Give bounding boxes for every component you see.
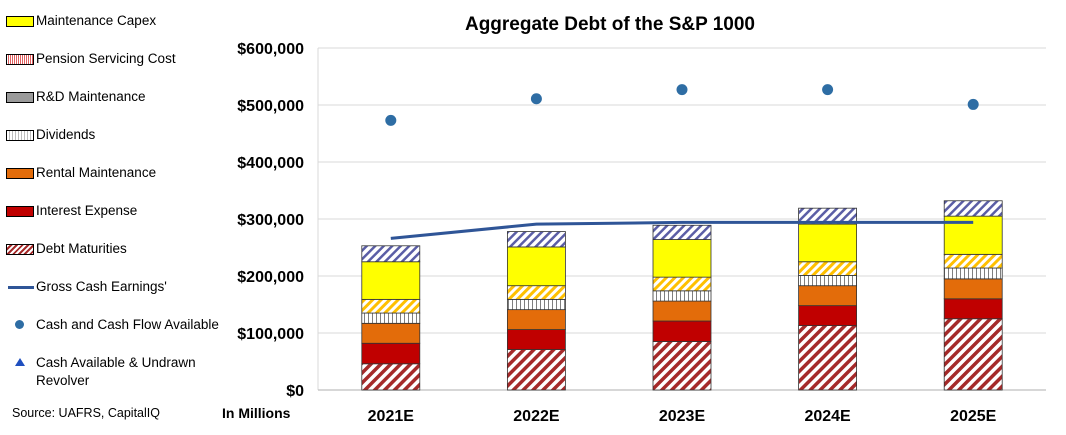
y-tick-label: $100,000 bbox=[237, 326, 304, 343]
legend-item-maintenance-capex: Maintenance Capex bbox=[4, 12, 234, 50]
bar-segment-maintenance-capex bbox=[361, 261, 421, 300]
bar-segment-r-d-maintenance bbox=[798, 207, 857, 225]
bar-segment-r-d-maintenance bbox=[943, 200, 1003, 217]
legend-swatch-pension bbox=[6, 54, 34, 65]
legend-item-gross-cash-earnings: Gross Cash Earnings' bbox=[4, 278, 234, 316]
chart-legend: Maintenance Capex Pension Servicing Cost… bbox=[4, 12, 234, 392]
legend-swatch-interest bbox=[6, 206, 34, 217]
legend-label: Rental Maintenance bbox=[36, 165, 157, 180]
bar-segment-rental-maintenance bbox=[652, 300, 712, 322]
x-tick-label: 2021E bbox=[368, 408, 415, 425]
legend-swatch-rental bbox=[6, 168, 34, 179]
legend-item-rental-maintenance: Rental Maintenance bbox=[4, 164, 234, 202]
legend-label: R&D Maintenance bbox=[36, 89, 146, 104]
bar-segment-maintenance-capex bbox=[652, 239, 712, 278]
source-note: Source: UAFRS, CapitalIQ bbox=[12, 406, 160, 420]
x-tick-label: 2024E bbox=[804, 408, 851, 425]
legend-triangle-swatch bbox=[15, 358, 25, 366]
bar-segment-interest-expense bbox=[798, 305, 857, 326]
cash-flow-available-point bbox=[822, 84, 834, 96]
bar-segment-r-d-maintenance bbox=[506, 231, 566, 248]
y-tick-label: $400,000 bbox=[237, 155, 304, 172]
bar-segment-rental-maintenance bbox=[943, 278, 1003, 300]
chart-title: Aggregate Debt of the S&P 1000 bbox=[464, 14, 755, 35]
legend-item-pension-servicing-cost: Pension Servicing Cost bbox=[4, 50, 234, 88]
bar-segment-maintenance-capex bbox=[798, 223, 857, 263]
bar-segment-interest-expense bbox=[506, 329, 566, 350]
bar-segment-pension-servicing-cost bbox=[652, 276, 712, 292]
bar-segment-debt-maturities bbox=[361, 363, 421, 391]
bar-segment-interest-expense bbox=[361, 342, 421, 365]
legend-swatch-maintenance-capex bbox=[6, 16, 34, 27]
bar-segment-maintenance-capex bbox=[506, 246, 566, 287]
bar-segment-pension-servicing-cost bbox=[943, 253, 1003, 269]
legend-item-debt-maturities: Debt Maturities bbox=[4, 240, 234, 278]
bar-segment-debt-maturities bbox=[798, 325, 857, 391]
bar-segment-r-d-maintenance bbox=[652, 224, 712, 240]
bar-segment-interest-expense bbox=[652, 320, 712, 342]
legend-label: Debt Maturities bbox=[36, 241, 127, 256]
y-tick-label: $600,000 bbox=[237, 41, 304, 58]
bar-segment-debt-maturities bbox=[652, 341, 712, 391]
y-tick-label: $500,000 bbox=[237, 98, 304, 115]
bar-segment-rental-maintenance bbox=[361, 322, 421, 344]
bar-segment-dividends bbox=[361, 312, 421, 324]
legend-swatch-dividends bbox=[6, 130, 34, 141]
legend-item-dividends: Dividends bbox=[4, 126, 234, 164]
bar-segment-rental-maintenance bbox=[798, 285, 857, 307]
x-tick-label: 2025E bbox=[950, 408, 997, 425]
bar-segment-dividends bbox=[506, 298, 566, 311]
legend-item-cash-undrawn-revolver: Cash Available & Undrawn Revolver bbox=[4, 354, 234, 392]
bar-segment-debt-maturities bbox=[943, 318, 1003, 391]
legend-label: Interest Expense bbox=[36, 203, 138, 218]
gross-cash-earnings-line bbox=[390, 220, 974, 240]
cash-flow-available-point bbox=[385, 114, 397, 126]
y-tick-label: $0 bbox=[286, 383, 304, 400]
bar-segment-dividends bbox=[943, 267, 1003, 280]
legend-label: Gross Cash Earnings' bbox=[36, 279, 167, 294]
legend-item-cash-flow-available: Cash and Cash Flow Available bbox=[4, 316, 234, 354]
legend-item-interest-expense: Interest Expense bbox=[4, 202, 234, 240]
legend-line-swatch bbox=[8, 286, 34, 289]
legend-dot-swatch bbox=[15, 320, 24, 329]
cash-flow-available-point bbox=[967, 98, 979, 110]
bar-segment-interest-expense bbox=[943, 298, 1003, 320]
bar-segment-rental-maintenance bbox=[506, 309, 566, 330]
cash-flow-available-point bbox=[530, 93, 542, 105]
units-note: In Millions bbox=[222, 405, 291, 421]
bar-segment-pension-servicing-cost bbox=[361, 298, 421, 314]
bar-segment-pension-servicing-cost bbox=[798, 261, 857, 276]
bar-segment-r-d-maintenance bbox=[361, 245, 421, 263]
x-tick-label: 2023E bbox=[659, 408, 706, 425]
legend-swatch-rd bbox=[6, 92, 34, 103]
legend-label: Dividends bbox=[36, 127, 96, 142]
bar-segment-dividends bbox=[652, 290, 712, 302]
legend-label: Cash and Cash Flow Available bbox=[36, 317, 219, 332]
x-tick-label: 2022E bbox=[513, 408, 560, 425]
legend-item-rd-maintenance: R&D Maintenance bbox=[4, 88, 234, 126]
legend-label: Pension Servicing Cost bbox=[36, 51, 176, 66]
cash-flow-available-point bbox=[676, 84, 688, 96]
bar-segment-dividends bbox=[798, 275, 857, 287]
y-tick-label: $200,000 bbox=[237, 269, 304, 286]
legend-swatch-debt bbox=[6, 244, 34, 255]
legend-label: Cash Available & Undrawn Revolver bbox=[36, 355, 196, 388]
bar-segment-pension-servicing-cost bbox=[506, 285, 566, 300]
legend-label: Maintenance Capex bbox=[36, 13, 157, 28]
bar-segment-debt-maturities bbox=[506, 349, 566, 391]
y-tick-label: $300,000 bbox=[237, 212, 304, 229]
